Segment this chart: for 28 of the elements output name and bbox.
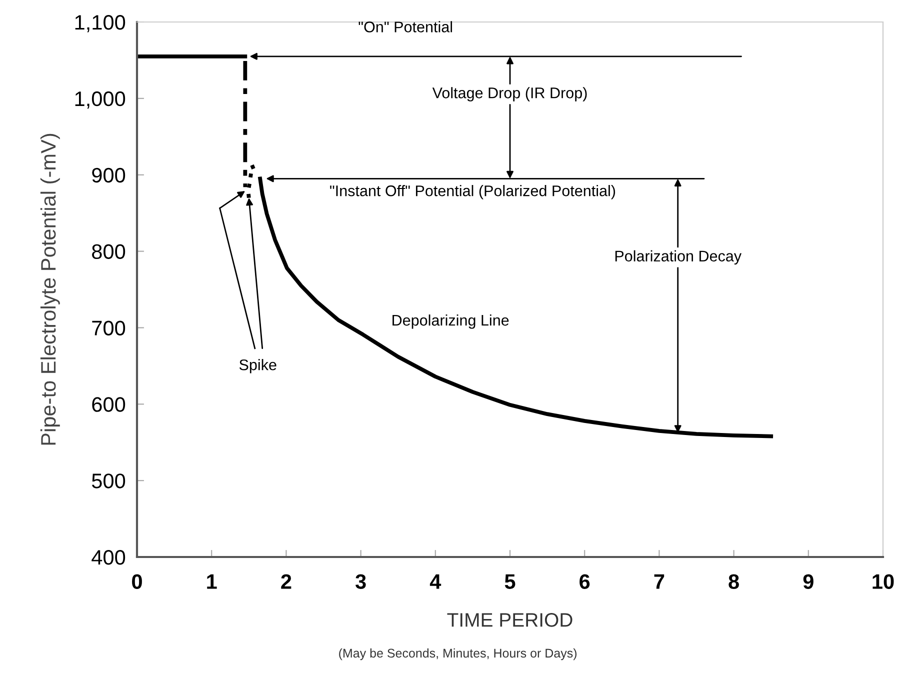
y-tick-label: 1,100 (75, 15, 126, 32)
x-tick-label: 8 (728, 574, 739, 589)
x-tick-label: 0 (132, 574, 142, 589)
annotation: "Instant Off" Potential (Polarized Potential) (330, 185, 616, 200)
x-tick-label: 7 (654, 574, 664, 589)
y-tick-label: 800 (92, 244, 126, 260)
x-axis-title: TIME PERIOD (447, 613, 572, 627)
annotation: Polarization Decay (615, 250, 742, 265)
y-tick-label: 500 (92, 474, 126, 488)
y-tick-label: 1,000 (75, 91, 126, 109)
y-tick-label: 600 (92, 397, 126, 412)
y-tick-label: 900 (92, 168, 126, 183)
annotation: Voltage Drop (IR Drop) (432, 87, 587, 102)
x-tick-label: 4 (430, 574, 442, 589)
x-tick-label: 1 (207, 574, 217, 589)
x-tick-label: 6 (580, 574, 590, 589)
x-tick-label: 5 (504, 574, 516, 589)
x-tick-label: 3 (355, 574, 366, 589)
y-tick-label: 400 (92, 550, 126, 565)
x-tick-label: 10 (872, 574, 894, 589)
y-tick-label: 700 (92, 320, 126, 336)
x-tick-label: 2 (281, 574, 292, 589)
x-tick-label: 9 (803, 574, 814, 589)
annotation: Depolarizing Line (392, 314, 509, 329)
annotation: Spike (239, 359, 276, 374)
text: (May be Seconds, Minutes, Hours or Days) (339, 648, 576, 660)
annotation: "On" Potential (358, 21, 452, 32)
y-axis-title: Pipe-to Electrolyte Potential (-mV) (40, 134, 60, 445)
